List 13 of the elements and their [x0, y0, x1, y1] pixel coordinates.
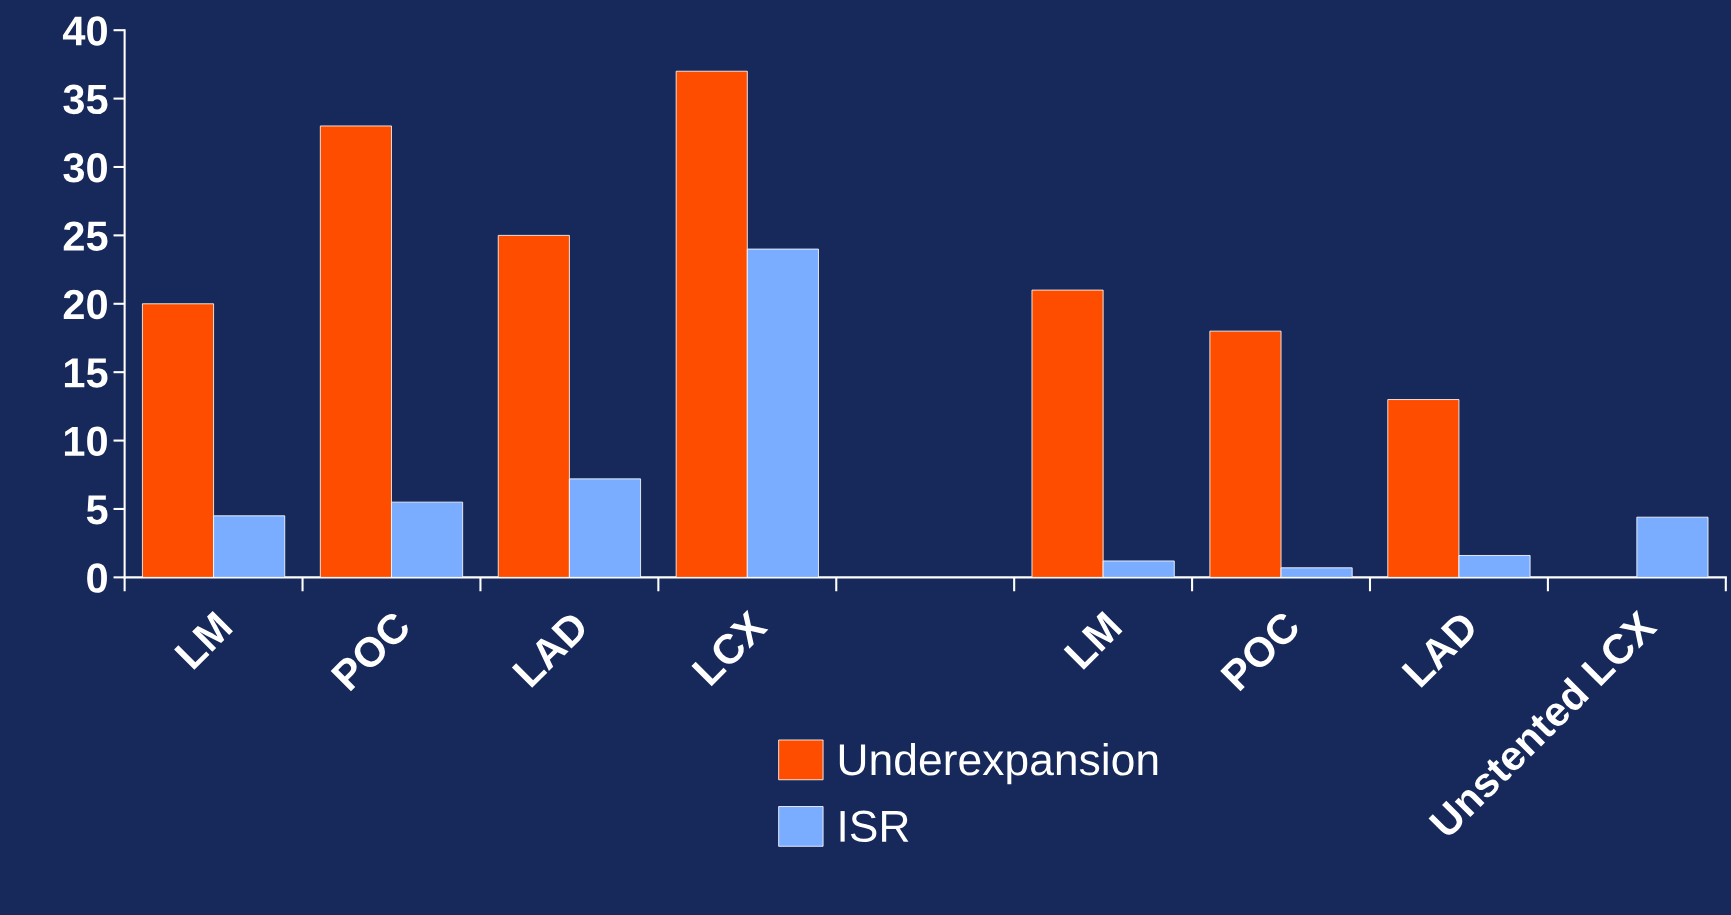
y-tick-label: 15 — [64, 358, 108, 388]
y-tick-label: 40 — [62, 16, 107, 46]
y-tick-label: 25 — [63, 221, 108, 251]
x-tick-label: LM — [174, 610, 233, 670]
legend-label: Underexpansion — [839, 742, 1158, 785]
y-tick-label: 20 — [63, 289, 107, 320]
y-tick-label: 10 — [64, 426, 107, 457]
legend-label: ISR — [840, 810, 909, 843]
x-tick-label: LM — [1063, 610, 1123, 670]
y-tick-label: 0 — [87, 563, 107, 593]
y-tick-label: 5 — [86, 495, 108, 525]
y-tick-label: 30 — [63, 152, 107, 183]
y-tick-label: 35 — [63, 84, 108, 115]
